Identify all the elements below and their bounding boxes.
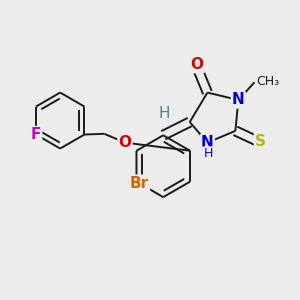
Text: S: S (255, 134, 266, 149)
Text: O: O (118, 135, 131, 150)
Text: N: N (201, 135, 214, 150)
Text: Br: Br (130, 176, 149, 190)
Text: CH₃: CH₃ (256, 75, 279, 88)
Text: H: H (204, 147, 213, 160)
Text: H: H (158, 106, 170, 121)
Text: N: N (232, 92, 245, 107)
Text: F: F (31, 127, 41, 142)
Text: O: O (190, 57, 204, 72)
